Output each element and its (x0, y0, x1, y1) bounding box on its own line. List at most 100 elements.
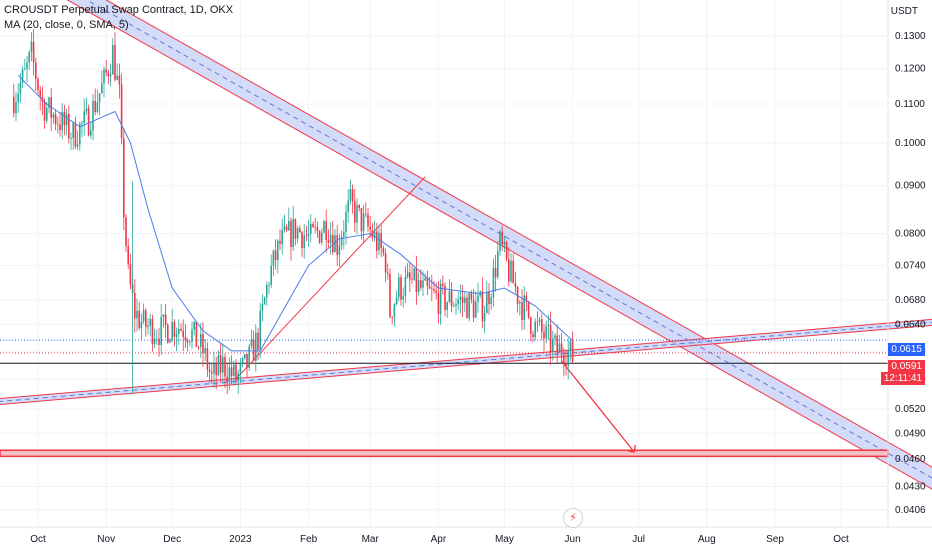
candle-body (354, 200, 356, 223)
candle-body (345, 211, 347, 233)
candle-body (178, 328, 180, 334)
ma-price-tag: 0.0615 (888, 343, 925, 356)
candle-body (292, 218, 294, 248)
candle-body (538, 319, 541, 322)
candle-body (30, 41, 33, 53)
candle-body (35, 62, 37, 79)
candle-body (501, 231, 503, 245)
candle-body (237, 373, 239, 382)
rising-trend-line (235, 176, 426, 380)
candle-body (219, 355, 222, 373)
y-tick-label: 0.1000 (895, 138, 926, 149)
candle-body (481, 291, 484, 322)
candle-body (404, 276, 407, 297)
candle-body (536, 321, 539, 323)
candle-body (424, 277, 426, 281)
x-tick-label: Oct (833, 534, 849, 545)
candle-body (316, 227, 319, 231)
candle-body (327, 240, 330, 243)
candle-body (510, 260, 512, 282)
candle-body (444, 285, 446, 310)
candle-body (182, 330, 184, 338)
x-tick-label: Jun (565, 534, 581, 545)
ascending-support (0, 318, 932, 406)
candle-body (549, 325, 552, 352)
candle-body (310, 224, 312, 234)
candle-body (356, 204, 358, 223)
projection-arrow (561, 360, 635, 453)
candle-body (74, 122, 77, 147)
candle-body (123, 138, 125, 218)
candle-body (162, 314, 165, 317)
candle-body (215, 363, 217, 376)
moving-average-line (17, 75, 573, 352)
descending-channel-lower-edge (66, 0, 932, 490)
candle-body (446, 302, 448, 310)
candle-body (400, 277, 402, 300)
candle-body (65, 113, 68, 126)
candle-body (32, 41, 35, 63)
candle-body (334, 235, 336, 253)
candle-body (314, 226, 316, 228)
bar-countdown-tag: 12:11:41 (880, 372, 925, 385)
candle-body (497, 251, 499, 278)
x-tick-label: 2023 (229, 534, 252, 545)
candle-body (556, 335, 558, 353)
candle-body (26, 62, 28, 69)
x-tick-label: May (495, 534, 514, 545)
x-tick-label: Sep (766, 534, 784, 545)
candle-body (437, 293, 440, 315)
candle-body (365, 213, 367, 215)
candle-body (200, 333, 202, 348)
indicator-legend[interactable]: MA (20, close, 0, SMA, 5) (4, 19, 129, 31)
candle-body (290, 220, 292, 248)
candle-body (567, 350, 569, 367)
candle-body (532, 334, 534, 338)
candle-body (420, 280, 422, 288)
candle-body (239, 362, 242, 374)
candle-body (459, 296, 462, 300)
candle-body (248, 346, 250, 368)
candle-body (175, 333, 178, 337)
y-tick-label: 0.0430 (895, 481, 926, 492)
candle-body (21, 69, 24, 83)
candle-body (483, 313, 486, 322)
last-price-tag: 0.0591 (888, 360, 925, 373)
candle-body (173, 322, 176, 337)
candle-body (19, 82, 22, 94)
candle-body (380, 232, 382, 248)
candle-body (272, 250, 275, 266)
candle-body (252, 339, 255, 362)
candle-body (455, 304, 457, 306)
candle-body (332, 234, 334, 253)
candle-body (505, 241, 508, 260)
candle-body (206, 348, 209, 370)
candle-body (39, 90, 41, 97)
candle-body (15, 101, 17, 114)
candle-body (384, 253, 387, 273)
candle-body (266, 285, 268, 298)
candle-body (24, 68, 26, 70)
candle-body (230, 367, 233, 377)
trend-drawings[interactable] (0, 0, 932, 505)
candle-body (453, 305, 455, 307)
candle-body (136, 310, 138, 319)
candle-body (450, 290, 453, 307)
candle-body (461, 296, 464, 303)
candle-body (571, 341, 574, 362)
symbol-legend[interactable]: CROUSDT Perpetual Swap Contract, 1D, OKX (4, 4, 234, 16)
candle-body (547, 325, 550, 327)
lightning-icon[interactable]: ⚡ (563, 508, 583, 528)
candle-body (488, 291, 490, 304)
time-axis[interactable]: Oct Nov Dec 2023 Feb Mar Apr May Jun Jul Aug Sep Oct (0, 526, 932, 545)
candle-body (389, 273, 391, 318)
candle-body (149, 318, 151, 326)
candle-body (283, 226, 286, 231)
candle-body (211, 372, 213, 374)
candle-body (259, 310, 261, 350)
candle-body (186, 340, 189, 343)
candle-body (13, 96, 15, 114)
y-tick-label: 0.0406 (895, 505, 926, 516)
candle-body (116, 75, 118, 80)
